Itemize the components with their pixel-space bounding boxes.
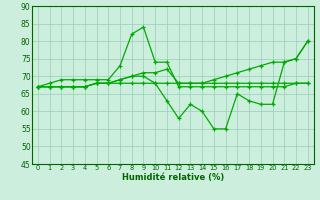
X-axis label: Humidité relative (%): Humidité relative (%) <box>122 173 224 182</box>
